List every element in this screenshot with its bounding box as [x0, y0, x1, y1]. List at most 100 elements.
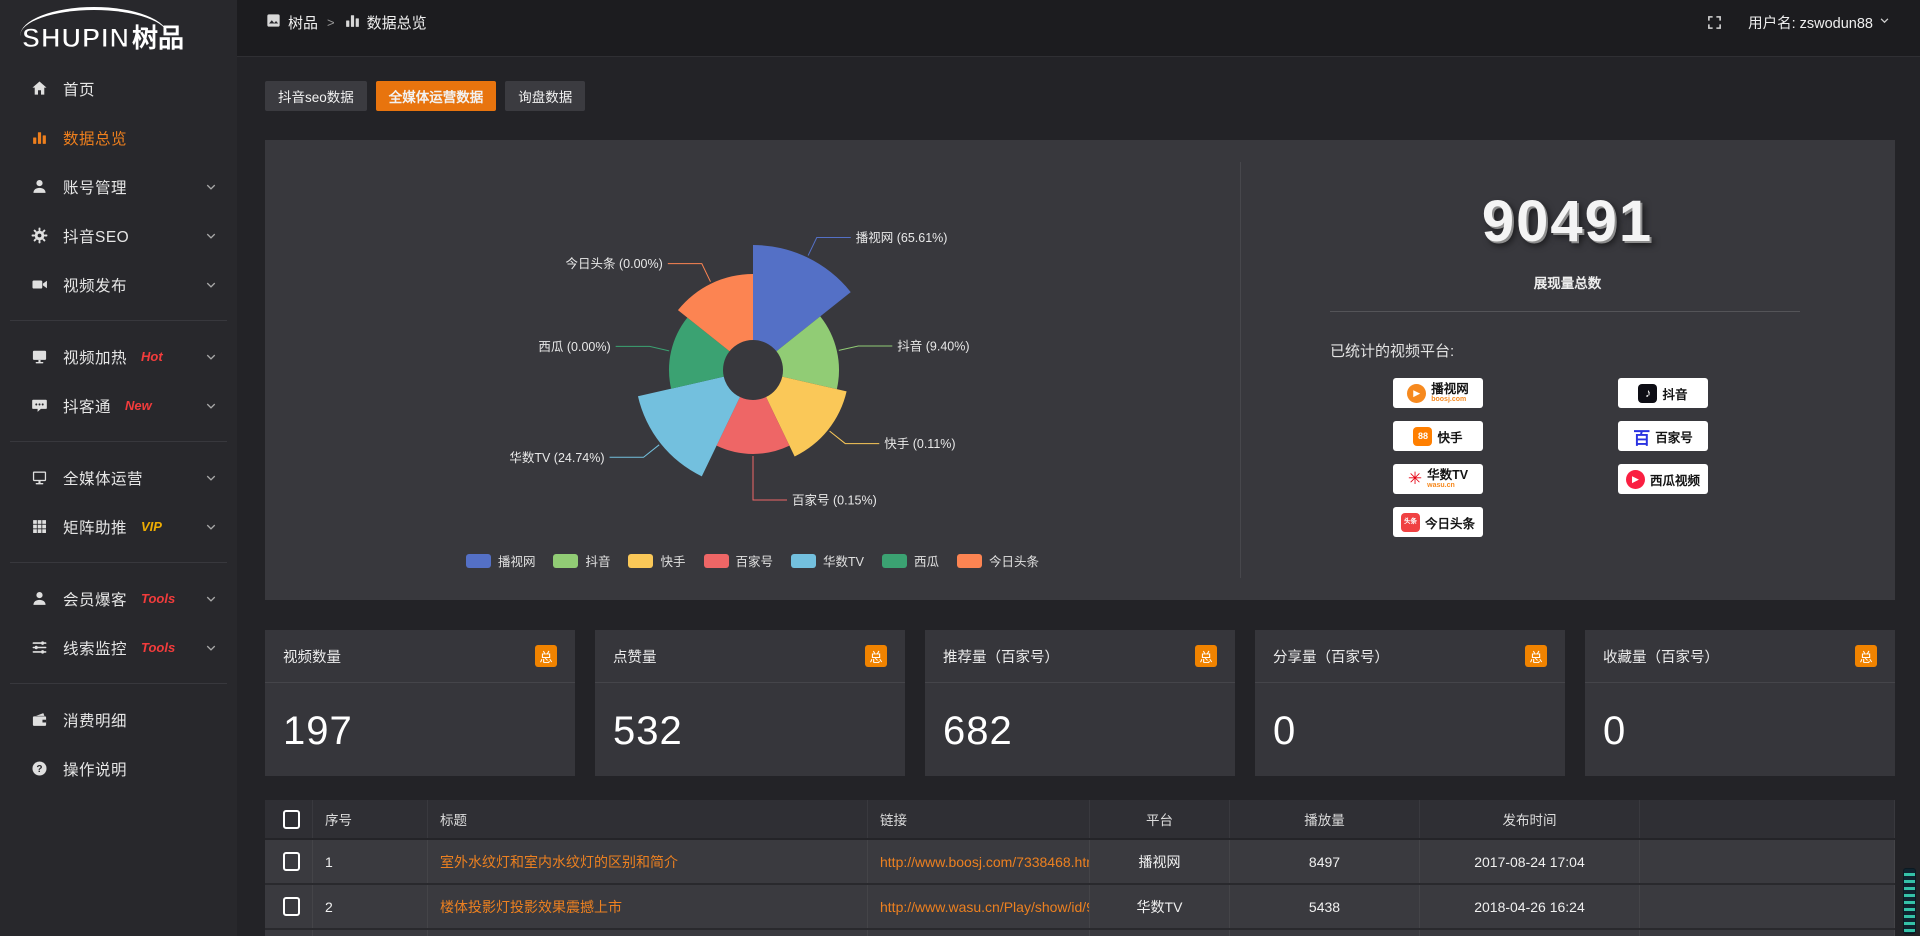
platform-name: 百家号 — [1655, 430, 1693, 445]
user-menu[interactable]: 用户名: zswodun88 — [1748, 12, 1890, 33]
cell-no — [313, 930, 428, 936]
sidebar-item-video[interactable]: 视频发布 — [0, 260, 237, 309]
stat-card: 收藏量（百家号） 总 0 — [1585, 630, 1895, 776]
sidebar-item-tag: Tools — [141, 591, 176, 606]
breadcrumb-item[interactable]: 数据总览 — [344, 12, 427, 33]
cell-time: 2018-04-26 16:24 — [1420, 885, 1640, 928]
sidebar-item-label: 抖客通 — [63, 398, 112, 416]
grid-icon — [30, 518, 48, 536]
sidebar-item-user[interactable]: 账号管理 — [0, 162, 237, 211]
legend-item[interactable]: 今日头条 — [957, 551, 1039, 570]
table-row: 2 楼体投影灯投影效果震撼上市 http://www.wasu.cn/Play/sh… — [265, 885, 1895, 930]
breadcrumb-item[interactable]: 树品 — [265, 12, 318, 33]
cell-title-link[interactable]: 室外水纹灯和室内水纹灯的区别和简介 — [428, 840, 868, 883]
toutiao-icon: 头条 — [1400, 512, 1420, 532]
tab-全媒体运营数据[interactable]: 全媒体运营数据 — [375, 81, 497, 111]
legend-item[interactable]: 快手 — [628, 551, 686, 570]
legend-label: 播视网 — [497, 555, 536, 569]
cell-title-link[interactable]: 楼体投影灯投影效果震撼上市 — [428, 885, 868, 928]
sidebar-item-label: 视频发布 — [63, 277, 128, 295]
pie-slice[interactable] — [766, 376, 847, 457]
row-checkbox[interactable] — [283, 897, 300, 916]
sidebar-item-sliders[interactable]: 线索监控 Tools — [0, 623, 237, 672]
sidebar-item-grid[interactable]: 矩阵助推 VIP — [0, 502, 237, 551]
scrollbar-thumb[interactable] — [1903, 868, 1916, 934]
platform-name: 抖音 — [1662, 387, 1688, 402]
platforms-title: 已统计的视频平台: — [1330, 343, 1455, 360]
logo[interactable]: SHUPIN树品 — [0, 0, 237, 64]
sidebar-item-home[interactable]: 首页 — [0, 64, 237, 113]
total-badge: 总 — [1525, 645, 1547, 667]
platform-badge-boosj: ▶ 播视网 boosj.com — [1393, 378, 1483, 408]
stat-card-title: 点赞量 — [613, 649, 657, 666]
sidebar-item-question[interactable]: ? 操作说明 — [0, 744, 237, 793]
sidebar-item-label: 全媒体运营 — [63, 470, 144, 488]
platform-sub: wasu.cn — [1427, 481, 1455, 489]
cell-extra — [1640, 840, 1895, 883]
legend-label: 华数TV — [823, 555, 864, 569]
pie-label: 抖音 (9.40%) — [897, 338, 969, 353]
sidebar-item-chat[interactable]: 抖客通 New — [0, 381, 237, 430]
sidebar-item-gear[interactable]: 抖音SEO — [0, 211, 237, 260]
sidebar-item-bars[interactable]: 数据总览 — [0, 113, 237, 162]
platform-badge-baijiahao: 百百家号 — [1618, 421, 1708, 451]
stat-card: 点赞量 总 532 — [595, 630, 905, 776]
pie-label: 快手 (0.11%) — [884, 437, 955, 451]
legend-item[interactable]: 华数TV — [791, 551, 864, 570]
xigua-icon: ▶ — [1625, 469, 1645, 489]
pie-slice[interactable] — [669, 317, 730, 389]
cell-url-link[interactable]: http://www.boosj.com/7338468.html — [868, 840, 1090, 883]
tab-询盘数据[interactable]: 询盘数据 — [505, 81, 586, 111]
legend-item[interactable]: 西瓜 — [882, 551, 939, 570]
legend-swatch — [791, 553, 817, 568]
row-checkbox[interactable] — [283, 852, 300, 871]
sidebar-item-label: 视频加热 — [63, 349, 128, 367]
sliders-icon — [30, 639, 48, 657]
stat-card-header: 分享量（百家号） 总 — [1255, 630, 1565, 683]
breadcrumb-label: 数据总览 — [366, 14, 427, 32]
sidebar-divider — [10, 683, 227, 684]
chevron-down-icon — [205, 520, 217, 538]
total-impressions-value: 90491 — [1481, 189, 1654, 254]
cell-platform: 播视网 — [1090, 840, 1230, 883]
select-all-checkbox[interactable] — [283, 809, 300, 829]
legend-swatch — [703, 553, 729, 568]
pie-slice[interactable] — [776, 316, 839, 390]
header-platform: 平台 — [1090, 800, 1230, 838]
svg-text:?: ? — [36, 764, 42, 775]
pie-slice[interactable] — [677, 274, 753, 352]
baijiahao-icon: 百 — [1633, 428, 1651, 448]
sidebar-item-screen[interactable]: 视频加热 Hot — [0, 332, 237, 381]
row-checkbox-cell — [265, 930, 313, 936]
sidebar-item-wallet[interactable]: 消费明细 — [0, 695, 237, 744]
pie-label: 百家号 (0.15%) — [792, 493, 877, 508]
pie-slice[interactable] — [716, 397, 790, 455]
platform-badge-toutiao: 头条 今日头条 — [1393, 507, 1483, 537]
chevron-down-icon — [205, 399, 217, 417]
stat-card-title: 推荐量（百家号） — [943, 649, 1059, 666]
sidebar-item-user[interactable]: 会员爆客 Tools — [0, 574, 237, 623]
cell-url-link[interactable]: http://www.wasu.cn/Play/show/id/952... — [868, 885, 1090, 928]
legend-label: 快手 — [660, 555, 686, 569]
header-plays: 播放量 — [1230, 800, 1420, 838]
tab-抖音seo数据[interactable]: 抖音seo数据 — [265, 81, 367, 111]
pie-leader-line — [609, 444, 660, 458]
legend-item[interactable]: 播视网 — [465, 551, 536, 570]
sidebar-item-label: 数据总览 — [63, 130, 128, 148]
platform-name: 今日头条 — [1424, 516, 1475, 531]
pie-slice[interactable] — [753, 245, 851, 352]
sidebar-item-monitor[interactable]: 全媒体运营 — [0, 453, 237, 502]
chart-legend: 播视网 抖音 快手 百家号 华数TV 西瓜 今日头条 — [265, 551, 1240, 570]
fullscreen-icon[interactable] — [1707, 15, 1722, 30]
overview-panel: 播视网 (65.61%) 抖音 (9.40%) 快手 (0.11%) 百家号 (0.1… — [265, 140, 1895, 600]
platform-name: 华数TV — [1427, 467, 1469, 482]
legend-item[interactable]: 抖音 — [553, 551, 610, 570]
bars-icon — [30, 129, 48, 147]
chevron-down-icon — [205, 592, 217, 610]
stat-card-value: 0 — [1603, 709, 1627, 753]
legend-item[interactable]: 百家号 — [703, 551, 773, 570]
sidebar-item-tag: Hot — [141, 349, 163, 364]
platform-badge-wasu: ✳ 华数TV wasu.cn — [1393, 464, 1483, 494]
pie-slice[interactable] — [637, 376, 740, 477]
